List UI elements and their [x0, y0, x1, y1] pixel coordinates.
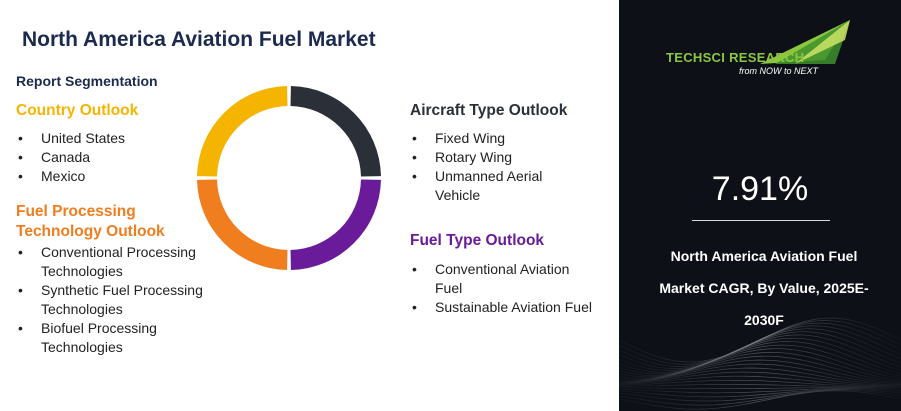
list-item: United States: [16, 129, 125, 148]
list-item-line: Conventional Aviation: [435, 261, 570, 277]
cagr-label: North America Aviation Fuel Market CAGR,…: [639, 240, 889, 336]
list-item: Fixed Wing: [410, 129, 542, 148]
donut-segment-aircraft: [290, 86, 381, 177]
list-item: Canada: [16, 148, 125, 167]
wave-line: [619, 363, 901, 384]
list-item-line: Technologies: [41, 301, 123, 317]
list-item: Conventional Aviation Fuel: [410, 260, 592, 298]
donut-segment-fuel-type: [290, 179, 381, 270]
wave-line: [619, 328, 901, 371]
cagr-panel: [619, 0, 901, 411]
list-item: Rotary Wing: [410, 148, 542, 167]
wave-line: [619, 375, 901, 386]
logo-swoosh-dark: [775, 20, 850, 64]
wave-line: [619, 389, 901, 406]
wave-line: [619, 341, 901, 378]
country-outlook-title: Country Outlook: [16, 102, 139, 119]
list-item-line: Biofuel Processing: [41, 320, 157, 336]
segment-donut: [197, 86, 381, 270]
wave-line: [619, 390, 901, 410]
infographic-left-panel: North America Aviation Fuel Market Repor…: [0, 0, 619, 411]
cagr-label-line: 2030F: [744, 312, 784, 328]
wave-line: [619, 387, 901, 394]
cagr-value: 7.91%: [711, 170, 809, 208]
logo-tagline: from NOW to NEXT: [739, 66, 819, 76]
wave-line: [619, 388, 901, 398]
wave-background-graphic: [619, 317, 901, 410]
fuel-processing-title-line2: Technology Outlook: [16, 223, 165, 240]
techsci-logo: [760, 20, 850, 64]
list-item: Biofuel Processing Technologies: [16, 319, 203, 357]
list-item: Sustainable Aviation Fuel: [410, 298, 592, 317]
aircraft-type-outlook-list: Fixed Wing Rotary Wing Unmanned Aerial Ve…: [410, 129, 542, 205]
wave-line: [619, 331, 901, 373]
fuel-processing-outlook-title: Fuel Processing Technology Outlook: [16, 202, 165, 242]
fuel-processing-outlook-list: Conventional Processing Technologies Synt…: [16, 243, 203, 357]
donut-segment-fuel-processing: [197, 179, 288, 270]
wave-line: [619, 337, 901, 376]
list-item: Unmanned Aerial Vehicle: [410, 167, 542, 205]
cagr-label-line: Market CAGR, By Value, 2025E-: [659, 280, 869, 296]
aircraft-type-outlook-title: Aircraft Type Outlook: [410, 102, 568, 119]
page-title: North America Aviation Fuel Market: [22, 28, 376, 51]
wave-line: [619, 359, 901, 383]
wave-line: [619, 371, 901, 386]
list-item-line: Vehicle: [435, 187, 481, 203]
segmentation-label: Report Segmentation: [16, 73, 158, 89]
wave-line: [619, 387, 901, 389]
wave-line: [619, 355, 901, 382]
fuel-type-outlook-list: Conventional Aviation Fuel Sustainable Av…: [410, 260, 592, 317]
wave-line: [619, 379, 901, 387]
logo-wordmark: TECHSCI RESEARCH: [666, 50, 805, 65]
list-item: Conventional Processing Technologies: [16, 243, 203, 281]
wave-line: [619, 367, 901, 385]
logo-swoosh-accent: [795, 20, 850, 64]
list-item-line: Technologies: [41, 339, 123, 355]
list-item-line: Synthetic Fuel Processing: [41, 282, 203, 298]
list-item-line: Conventional Processing: [41, 244, 196, 260]
list-item-line: Technologies: [41, 263, 123, 279]
list-item: Mexico: [16, 167, 125, 186]
wave-line: [619, 384, 901, 388]
divider: [692, 220, 830, 221]
fuel-type-outlook-title: Fuel Type Outlook: [410, 232, 545, 249]
wave-line: [619, 334, 901, 375]
cagr-label-line: North America Aviation Fuel: [670, 248, 858, 264]
list-item-line: Unmanned Aerial: [435, 168, 543, 184]
list-item-line: Fuel: [435, 280, 463, 296]
list-item: Synthetic Fuel Processing Technologies: [16, 281, 203, 319]
donut-segment-country: [197, 86, 288, 177]
wave-line: [619, 388, 901, 402]
country-outlook-list: United States Canada Mexico: [16, 129, 125, 186]
fuel-processing-title-line1: Fuel Processing: [16, 203, 136, 220]
